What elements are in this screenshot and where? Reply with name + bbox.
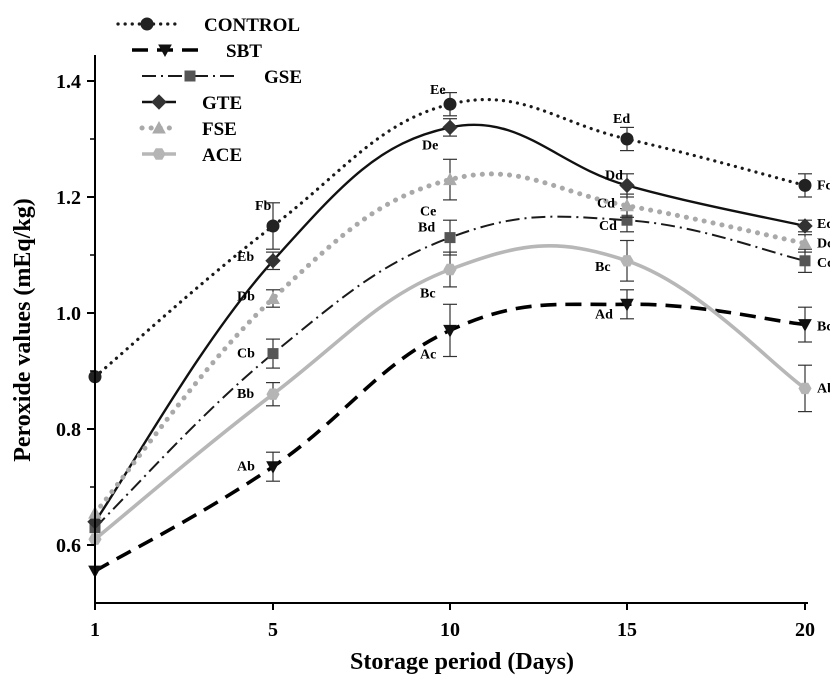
legend-marker [184,70,196,82]
y-axis-title: Peroxide values (mEq/kg) [10,198,36,462]
data-point [442,119,458,136]
point-label: Ce [420,205,436,220]
data-point [620,255,634,267]
point-label: Bb [237,387,254,402]
data-point [265,253,281,269]
data-point [443,172,457,186]
point-label: Fb [255,199,272,214]
data-point [267,348,279,360]
point-label: Ad [595,307,613,322]
point-label: Db [237,290,255,305]
data-point [798,382,812,395]
legend-item-gte: GTE [142,93,242,114]
x-tick-label: 10 [440,619,460,641]
x-tick-label: 20 [795,619,815,641]
series-line [94,302,806,573]
point-label: De [422,138,438,153]
series-line [94,215,806,529]
series-ace: Bb Bc Bc Ab [88,239,830,545]
legend-item-sbt: SBT [132,41,262,62]
y-tick-label: 0.8 [56,419,81,441]
legend-label: SBT [226,41,262,62]
data-point [620,298,634,312]
legend-label: CONTROL [204,15,300,36]
x-tick-label: 1 [90,619,100,641]
legend-marker [158,44,172,58]
series-line [93,244,807,541]
series-gse: Cb Bd Cd Cc [89,208,830,534]
series-fse: Db Ce Cd Dc [88,158,830,519]
y-tick-label: 1.2 [56,187,81,209]
point-label: Ec [817,217,830,232]
point-label: Ee [430,83,446,98]
point-label: Bc [817,320,830,335]
point-label: Bc [595,260,611,275]
series-sbt: Ab Ac Ad Bc [88,289,830,579]
x-axis-title: Storage period (Days) [350,649,574,675]
point-label: Fc [817,178,830,193]
series-control: Fb Ee Ed Fc [88,83,830,384]
legend-label: GTE [202,93,242,114]
data-point [797,218,813,234]
data-point [443,97,457,111]
data-point [799,255,811,267]
data-point [619,177,635,194]
point-label: Bd [418,221,435,236]
legend-marker [152,120,166,134]
x-tick-label: 5 [268,619,278,641]
series-line [92,171,808,516]
series-line [94,123,806,523]
axes: 0.60.81.01.21.41 5 10 15 20 [56,55,815,641]
data-point [798,178,812,192]
data-point [266,461,280,474]
series-group: Fb Ee Ed Fc Ab Ac Ad Bc Cb Bd Cd Cc Eb De Dd Ec Db Ce Cd Dc… [87,83,830,579]
data-point [444,232,456,244]
point-label: Eb [237,250,254,265]
point-label: Dd [605,168,623,183]
point-label: Cd [599,219,617,234]
data-point [620,198,634,212]
x-tick-label: 15 [617,619,637,641]
legend-marker [140,17,154,31]
series-gte: Eb De Dd Ec [87,118,830,530]
legend-item-control: CONTROL [116,15,300,36]
legend-item-gse: GSE [142,67,302,88]
y-tick-label: 0.6 [56,535,81,557]
legend-label: GSE [264,67,302,88]
legend-item-ace: ACE [142,145,242,166]
data-point [266,219,280,233]
point-label: Ac [420,347,436,362]
legend-item-fse: FSE [139,119,237,140]
point-label: Cd [597,197,615,212]
legend-marker [152,148,166,160]
point-label: Bc [420,287,436,302]
point-label: Ab [817,381,830,396]
data-point [443,263,457,276]
legend-label: ACE [202,145,242,166]
y-tick-label: 1.0 [56,303,81,325]
data-point [798,236,812,249]
data-point [266,291,280,304]
point-label: Ab [237,460,255,475]
data-point [443,324,457,338]
point-label: Dc [817,236,830,251]
point-label: Ed [613,112,630,127]
data-point [798,319,812,332]
point-label: Cc [817,256,830,271]
y-tick-label: 1.4 [56,71,81,93]
legend-marker [151,94,167,110]
legend-label: FSE [202,119,237,140]
point-label: Cb [237,347,255,362]
data-point [620,132,634,146]
data-point [266,388,280,400]
